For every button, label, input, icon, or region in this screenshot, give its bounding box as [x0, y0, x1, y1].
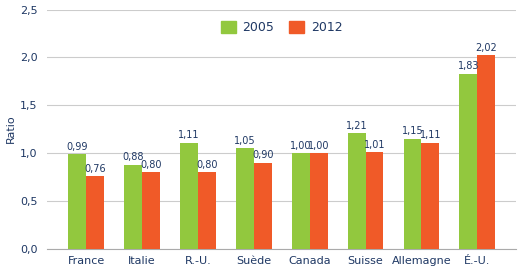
Text: 1,21: 1,21 [346, 120, 367, 131]
Bar [68, 154, 86, 249]
Text: 1,15: 1,15 [401, 126, 423, 136]
Y-axis label: Ratio: Ratio [6, 115, 16, 144]
Text: 0,99: 0,99 [67, 142, 88, 152]
Legend: 2005, 2012: 2005, 2012 [216, 16, 347, 39]
Bar [365, 152, 383, 249]
Bar [180, 143, 198, 249]
Text: 1,00: 1,00 [308, 141, 329, 151]
Text: 0,88: 0,88 [123, 152, 144, 162]
Bar [124, 165, 142, 249]
Bar [477, 55, 495, 249]
Bar [459, 74, 477, 249]
Bar [310, 153, 328, 249]
Bar [142, 172, 160, 249]
Text: 2,02: 2,02 [476, 43, 497, 53]
Bar [86, 176, 104, 249]
Bar [236, 148, 254, 249]
Text: 1,11: 1,11 [420, 130, 441, 140]
Bar [198, 172, 216, 249]
Text: 0,90: 0,90 [252, 150, 274, 160]
Bar [254, 163, 272, 249]
Text: 1,11: 1,11 [179, 130, 200, 140]
Text: 0,76: 0,76 [85, 164, 106, 174]
Text: 1,83: 1,83 [458, 61, 479, 71]
Text: 0,80: 0,80 [196, 160, 218, 170]
Bar [421, 143, 439, 249]
Bar [348, 133, 365, 249]
Bar [404, 139, 421, 249]
Text: 0,80: 0,80 [140, 160, 162, 170]
Text: 1,01: 1,01 [364, 140, 385, 150]
Bar [292, 153, 310, 249]
Text: 1,05: 1,05 [234, 136, 256, 146]
Text: 1,00: 1,00 [290, 141, 312, 151]
